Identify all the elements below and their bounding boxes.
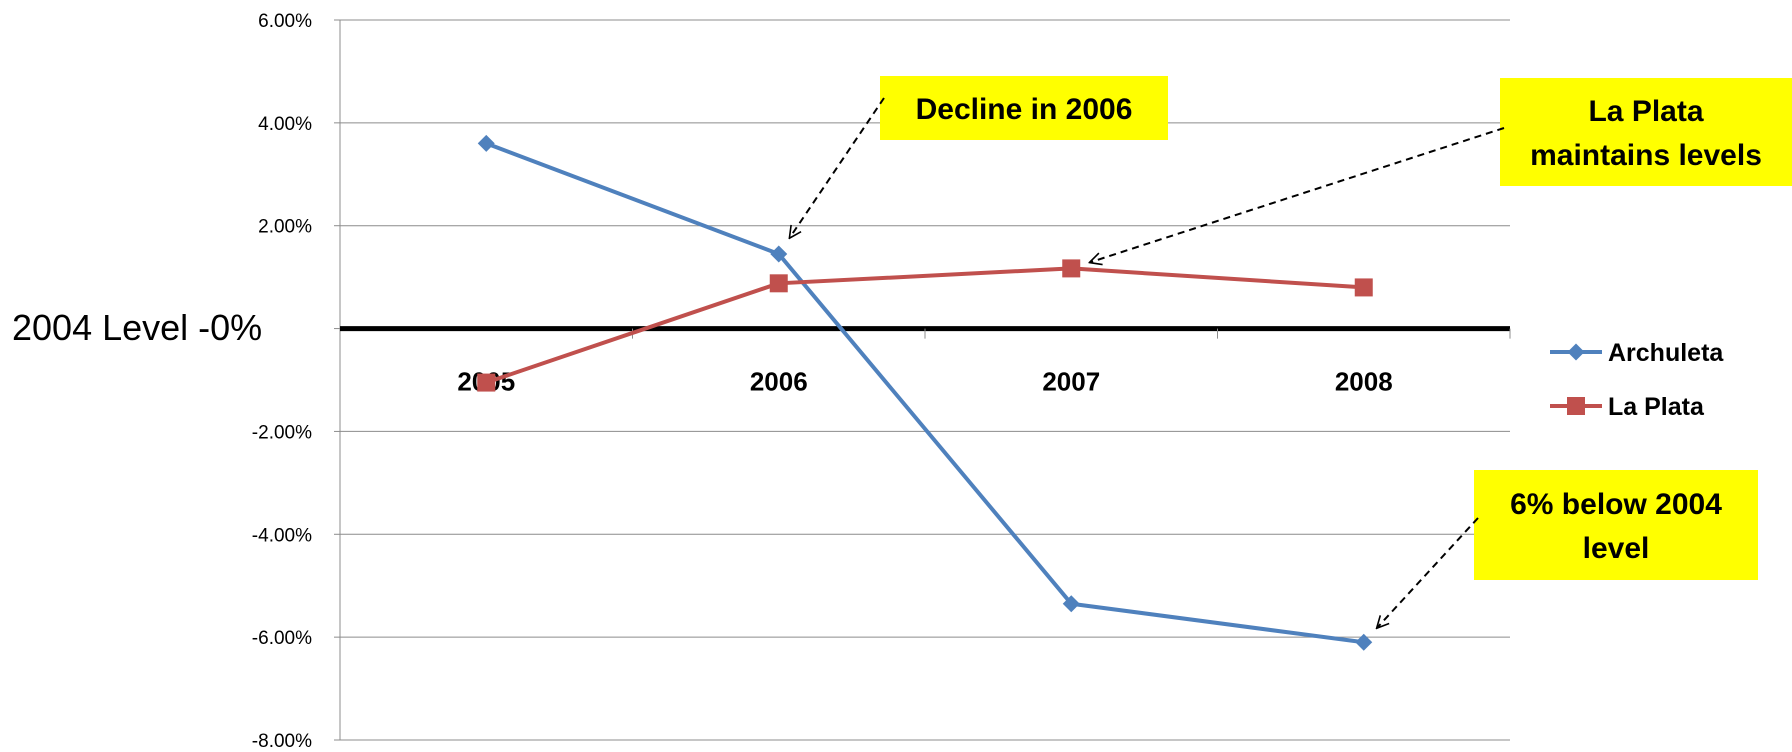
data-point-archuleta: [1062, 595, 1080, 613]
annotation-text: level: [1583, 532, 1650, 565]
annotation-text: 6% below 2004: [1510, 488, 1722, 521]
annotation-box: [1500, 78, 1792, 186]
legend-label: La Plata: [1608, 393, 1705, 421]
series-la-plata: [477, 259, 1373, 392]
y-tick-label: -2.00%: [252, 422, 312, 443]
legend-swatch-marker: [1567, 343, 1585, 361]
legend-item: Archuleta: [1550, 339, 1724, 367]
legend: Archuleta La Plata: [1550, 339, 1724, 421]
data-point-archuleta: [770, 245, 788, 263]
y-tick-label: -6.00%: [252, 628, 312, 649]
y-tick-label: 4.00%: [258, 114, 312, 135]
annotation-callout: La Plata maintains levels: [1090, 78, 1792, 262]
annotation-text: Decline in 2006: [916, 93, 1133, 126]
data-point-archuleta: [1355, 633, 1373, 651]
series-line-la-plata: [485, 266, 1364, 385]
annotations: Decline in 2006 La Plata maintains levels 6…: [790, 76, 1792, 628]
annotation-text: maintains levels: [1530, 139, 1762, 172]
annotation-arrow: [1377, 517, 1479, 628]
data-point-archuleta: [477, 134, 495, 152]
data-point-la-plata: [1354, 278, 1373, 297]
legend-swatch-marker: [1567, 397, 1585, 415]
annotation-callout: Decline in 2006: [790, 76, 1168, 237]
annotation-box: [1474, 470, 1758, 580]
annotation-arrow: [790, 97, 885, 237]
legend-item: La Plata: [1550, 393, 1705, 421]
x-axis-ticks: 2005200620072008: [457, 367, 1392, 397]
y-tick-label: 6.00%: [258, 11, 312, 32]
y-tick-label: 2.00%: [258, 217, 312, 238]
x-tick-label: 2008: [1335, 367, 1393, 397]
y-tick-label: -8.00%: [252, 731, 312, 752]
series-archuleta: [477, 134, 1373, 651]
y-axis-ticks: 6.00% 4.00% 2.00% -2.00% -4.00% -6.00% -8.00%: [252, 11, 312, 752]
data-point-la-plata: [1062, 259, 1081, 278]
data-point-la-plata: [477, 373, 496, 392]
series-group: [477, 134, 1373, 651]
y-axis-label: 2004 Level -0%: [12, 307, 262, 348]
x-tick-label: 2006: [750, 367, 808, 397]
annotation-box: [880, 76, 1168, 140]
x-tick-label: 2007: [1042, 367, 1100, 397]
annotation-callout: 6% below 2004 level: [1377, 470, 1758, 628]
data-point-la-plata: [769, 274, 788, 293]
legend-label: Archuleta: [1608, 339, 1724, 367]
annotation-arrow: [1090, 127, 1505, 262]
series-line-archuleta: [485, 141, 1365, 645]
y-tick-label: -4.00%: [252, 525, 312, 546]
annotation-text: La Plata: [1588, 95, 1703, 128]
